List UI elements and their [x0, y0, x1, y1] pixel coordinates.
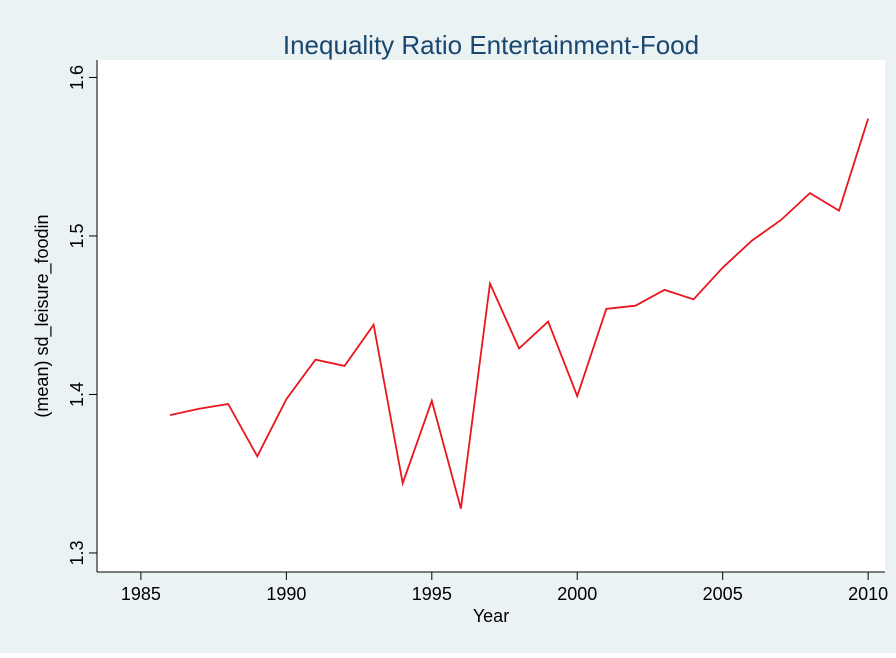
y-tick-label: 1.6	[67, 65, 87, 90]
x-tick-label: 1990	[266, 584, 306, 604]
x-axis-label: Year	[473, 606, 509, 626]
x-tick-label: 2005	[703, 584, 743, 604]
y-tick-label: 1.5	[67, 223, 87, 248]
plot-area	[97, 60, 885, 572]
y-tick-label: 1.3	[67, 540, 87, 565]
y-axis-label: (mean) sd_leisure_foodin	[32, 214, 53, 417]
x-tick-label: 1985	[121, 584, 161, 604]
x-tick-label: 2010	[848, 584, 888, 604]
x-tick-label: 1995	[412, 584, 452, 604]
y-tick-label: 1.4	[67, 382, 87, 407]
chart-title: Inequality Ratio Entertainment-Food	[283, 30, 699, 60]
data-line	[169, 118, 869, 509]
x-tick-label: 2000	[557, 584, 597, 604]
